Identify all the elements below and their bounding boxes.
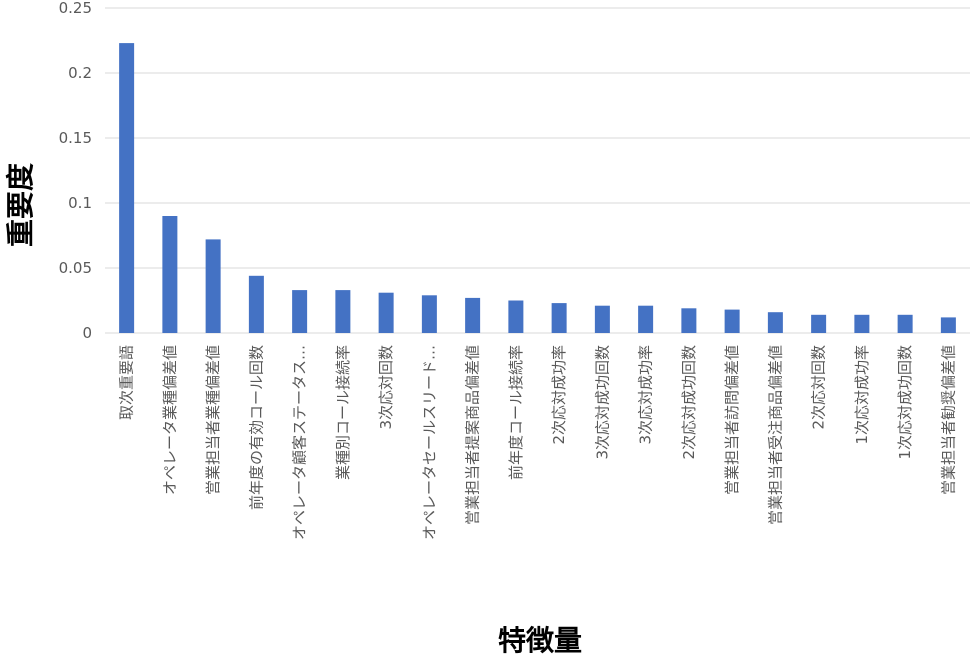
x-tick-label: オペレータ顧客ステータス… [291, 345, 309, 540]
bar [465, 297, 481, 333]
x-tick-label: 取次重要語 [118, 345, 136, 420]
y-tick-label: 0.2 [68, 64, 92, 82]
bar [767, 312, 783, 333]
bar [724, 309, 740, 333]
x-tick-label: 3次応対成功回数 [593, 345, 611, 460]
x-tick-label: 前年度コール接続率 [507, 345, 525, 480]
y-tick-label: 0.1 [68, 194, 92, 212]
y-tick-label: 0 [82, 324, 92, 342]
bar [205, 239, 221, 333]
x-tick-label: 営業担当者訪問偏差値 [723, 345, 741, 495]
bar [119, 43, 135, 333]
x-tick-label: 前年度の有効コール回数 [247, 345, 265, 510]
x-tick-label: 3次応対成功率 [637, 345, 655, 445]
y-tick-labels: 0 0.05 0.1 0.15 0.2 0.25 [59, 0, 92, 342]
y-tick-label: 0.15 [59, 129, 92, 147]
bar [638, 305, 654, 333]
bar [292, 290, 308, 333]
bar [378, 292, 394, 333]
x-tick-labels: 取次重要語 オペレータ業種偏差値 営業担当者業種偏差値 前年度の有効コール回数 オペレー… [118, 345, 958, 540]
x-tick-label: 2次応対成功率 [550, 345, 568, 445]
bar [897, 314, 913, 333]
x-tick-label: オペレータセールスリード… [420, 345, 438, 540]
bar [335, 290, 351, 333]
x-tick-label: 業種別コール接続率 [334, 345, 352, 480]
bar [162, 216, 178, 333]
bar [854, 314, 870, 333]
x-tick-label: 2次応対成功回数 [680, 345, 698, 460]
x-tick-label: オペレータ業種偏差値 [161, 345, 179, 495]
bar [421, 295, 437, 333]
x-tick-label: 営業担当者業種偏差値 [204, 345, 222, 495]
x-tick-label: 営業担当者提案商品偏差値 [464, 345, 482, 525]
x-tick-label: 営業担当者勧奨偏差値 [939, 345, 957, 495]
gridlines [105, 7, 970, 334]
bars [119, 43, 956, 333]
bar [940, 317, 956, 333]
bar [811, 314, 827, 333]
x-tick-label: 3次応対回数 [377, 345, 395, 430]
bar [551, 303, 567, 333]
y-tick-label: 0.25 [59, 0, 92, 17]
bar [681, 308, 697, 333]
y-tick-label: 0.05 [59, 259, 92, 277]
x-tick-label: 営業担当者受注商品偏差値 [766, 345, 784, 525]
bar [508, 300, 524, 333]
x-tick-label: 1次応対成功率 [853, 345, 871, 445]
bar [248, 275, 264, 333]
x-tick-label: 1次応対成功回数 [896, 345, 914, 460]
x-axis-title: 特徴量 [498, 624, 582, 657]
bar [594, 305, 610, 333]
y-axis-title: 重要度 [4, 163, 37, 247]
x-tick-label: 2次応対回数 [810, 345, 828, 430]
